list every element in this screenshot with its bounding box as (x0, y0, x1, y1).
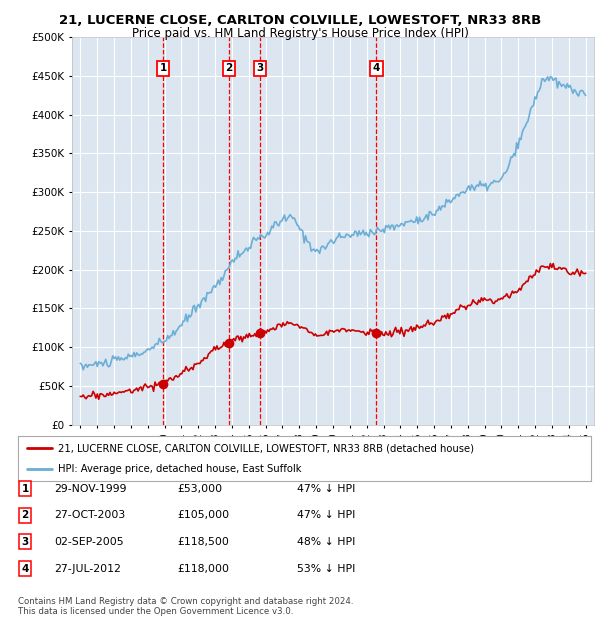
Text: 2: 2 (22, 510, 29, 520)
Text: 1: 1 (160, 63, 167, 73)
Text: £118,000: £118,000 (177, 564, 229, 574)
Text: 21, LUCERNE CLOSE, CARLTON COLVILLE, LOWESTOFT, NR33 8RB (detached house): 21, LUCERNE CLOSE, CARLTON COLVILLE, LOW… (58, 443, 474, 453)
Text: 47% ↓ HPI: 47% ↓ HPI (297, 510, 355, 520)
Text: £118,500: £118,500 (177, 537, 229, 547)
Text: 1: 1 (22, 484, 29, 494)
Text: £105,000: £105,000 (177, 510, 229, 520)
Text: HPI: Average price, detached house, East Suffolk: HPI: Average price, detached house, East… (58, 464, 302, 474)
Text: 4: 4 (373, 63, 380, 73)
Text: Price paid vs. HM Land Registry's House Price Index (HPI): Price paid vs. HM Land Registry's House … (131, 27, 469, 40)
Text: 47% ↓ HPI: 47% ↓ HPI (297, 484, 355, 494)
Text: 29-NOV-1999: 29-NOV-1999 (54, 484, 127, 494)
Text: £53,000: £53,000 (177, 484, 222, 494)
Text: 48% ↓ HPI: 48% ↓ HPI (297, 537, 355, 547)
Text: 4: 4 (22, 564, 29, 574)
Text: Contains HM Land Registry data © Crown copyright and database right 2024.
This d: Contains HM Land Registry data © Crown c… (18, 597, 353, 616)
Text: 53% ↓ HPI: 53% ↓ HPI (297, 564, 355, 574)
Text: 02-SEP-2005: 02-SEP-2005 (54, 537, 124, 547)
Text: 3: 3 (256, 63, 264, 73)
Text: 27-JUL-2012: 27-JUL-2012 (54, 564, 121, 574)
Text: 27-OCT-2003: 27-OCT-2003 (54, 510, 125, 520)
Text: 2: 2 (226, 63, 233, 73)
Text: 21, LUCERNE CLOSE, CARLTON COLVILLE, LOWESTOFT, NR33 8RB: 21, LUCERNE CLOSE, CARLTON COLVILLE, LOW… (59, 14, 541, 27)
Text: 3: 3 (22, 537, 29, 547)
